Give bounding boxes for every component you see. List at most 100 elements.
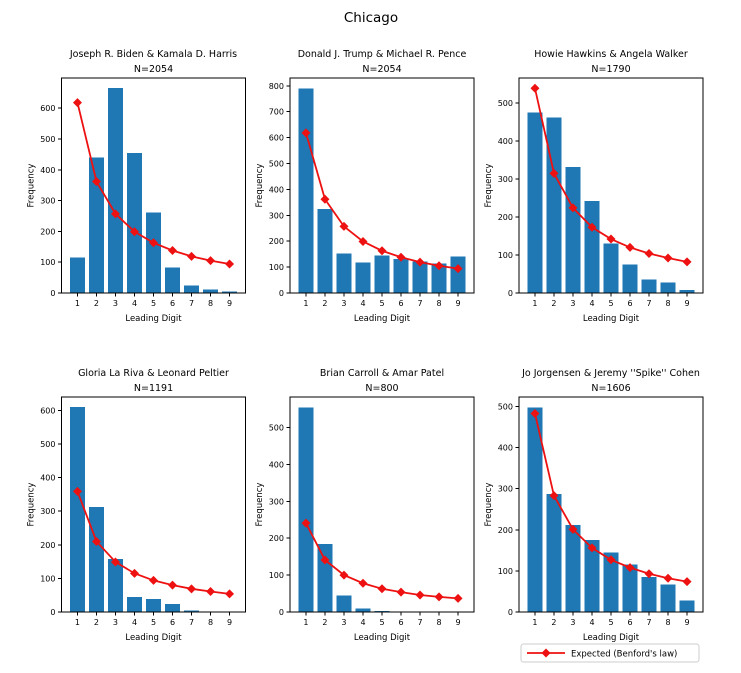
bar-digit-5	[374, 255, 390, 293]
bar-digit-5	[374, 610, 390, 612]
x-axis-label: Leading Digit	[583, 633, 640, 643]
expected-marker-digit-5	[149, 238, 158, 248]
x-tick-label: 7	[189, 618, 194, 627]
subplot-n-label: N=800	[365, 383, 398, 394]
expected-marker-digit-6	[168, 245, 178, 255]
x-tick-label: 1	[532, 299, 537, 308]
x-tick-label: 6	[627, 299, 632, 308]
expected-marker-digit-6	[396, 587, 406, 597]
expected-marker-digit-9	[453, 264, 463, 274]
figure-title: Chicago	[344, 10, 398, 26]
y-tick-label: 800	[269, 82, 284, 91]
bar-digit-2	[317, 543, 333, 612]
subplot-3: Gloria La Riva & Leonard Peltier N=1191 0 1…	[27, 368, 246, 643]
bar-digit-9	[450, 256, 466, 293]
bar-digit-2	[317, 208, 333, 293]
y-tick-label: 500	[498, 99, 513, 108]
x-axis-label: Leading Digit	[354, 314, 411, 324]
bar-digit-6	[393, 258, 409, 293]
bar-digit-6	[622, 564, 638, 612]
y-tick-label: 600	[40, 406, 55, 415]
bar-digit-7	[412, 261, 428, 293]
expected-marker-digit-3	[110, 557, 120, 567]
x-tick-label: 2	[322, 299, 327, 308]
y-tick-label: 100	[40, 574, 55, 583]
subplot-1: Donald J. Trump & Michael R. Pence N=2054…	[255, 49, 475, 324]
expected-marker-digit-8	[206, 587, 216, 597]
subplot-4: Brian Carroll & Amar Patel N=800 0 100 200 30…	[255, 368, 475, 643]
bar-digit-5	[603, 243, 619, 293]
bar-digit-1	[298, 407, 314, 612]
x-tick-label: 1	[303, 618, 308, 627]
x-tick-label: 1	[303, 299, 308, 308]
subplot-title: Gloria La Riva & Leonard Peltier	[78, 368, 229, 379]
bar-digit-3	[336, 595, 352, 612]
x-tick-label: 5	[608, 618, 613, 627]
bar-digit-3	[107, 558, 124, 612]
x-tick-label: 1	[532, 618, 537, 627]
y-tick-label: 100	[498, 251, 513, 260]
expected-marker-digit-7	[415, 257, 425, 267]
x-tick-label: 4	[589, 299, 594, 308]
x-tick-label: 6	[170, 299, 175, 308]
subplots-group: Joseph R. Biden & Kamala D. Harris N=2054…	[27, 49, 704, 643]
y-tick-label: 400	[269, 185, 284, 194]
expected-marker-digit-1	[301, 518, 311, 528]
y-tick-label: 500	[40, 135, 55, 144]
expected-marker-digit-6	[625, 242, 635, 252]
bar-digit-9	[679, 289, 695, 293]
y-tick-label: 700	[269, 108, 284, 117]
bar-digit-5	[145, 212, 162, 293]
bar-digit-5	[145, 599, 162, 612]
x-tick-label: 8	[208, 299, 213, 308]
x-tick-label: 4	[132, 618, 137, 627]
x-tick-label: 9	[684, 299, 689, 308]
x-tick-label: 3	[570, 618, 575, 627]
bar-digit-1	[69, 407, 86, 612]
x-tick-label: 8	[436, 299, 441, 308]
y-tick-label: 400	[498, 444, 513, 453]
expected-marker-digit-3	[568, 203, 578, 213]
expected-marker-digit-5	[606, 555, 616, 565]
x-axis-label: Leading Digit	[125, 314, 182, 324]
bar-digit-4	[584, 540, 600, 612]
x-tick-label: 4	[589, 618, 594, 627]
expected-marker-digit-4	[587, 222, 597, 232]
y-axis-label: Frequency	[484, 483, 494, 527]
y-axis-label: Frequency	[255, 164, 265, 208]
legend: Expected (Benford's law)	[520, 643, 700, 663]
expected-marker-digit-4	[129, 568, 139, 578]
expected-marker-digit-5	[606, 234, 616, 244]
x-tick-label: 6	[627, 618, 632, 627]
expected-marker-digit-2	[91, 176, 101, 186]
y-tick-label: 500	[40, 440, 55, 449]
expected-marker-digit-1	[530, 408, 540, 418]
y-tick-label: 400	[40, 166, 55, 175]
x-tick-label: 7	[646, 618, 651, 627]
y-tick-label: 400	[269, 460, 284, 469]
expected-marker-digit-7	[644, 569, 654, 579]
y-tick-label: 600	[269, 134, 284, 143]
bar-digit-2	[546, 117, 562, 293]
y-tick-label: 500	[498, 402, 513, 411]
x-tick-label: 3	[341, 299, 346, 308]
y-tick-label: 600	[40, 104, 55, 113]
expected-marker-digit-7	[415, 590, 425, 600]
expected-marker-digit-3	[339, 570, 349, 580]
y-tick-label: 100	[269, 571, 284, 580]
bar-digit-8	[660, 282, 676, 293]
bar-digit-6	[164, 267, 181, 293]
expected-marker-digit-1	[530, 83, 540, 93]
x-axis-label: Leading Digit	[125, 633, 182, 643]
bar-digit-7	[641, 279, 657, 293]
expected-marker-digit-9	[682, 577, 692, 587]
y-axis-label: Frequency	[484, 164, 494, 208]
y-tick-label: 100	[269, 263, 284, 272]
y-tick-label: 300	[269, 497, 284, 506]
expected-marker-digit-6	[625, 563, 635, 573]
expected-marker-digit-9	[225, 259, 235, 269]
bar-digit-4	[355, 608, 371, 612]
x-tick-label: 8	[436, 618, 441, 627]
expected-marker-digit-1	[301, 128, 311, 138]
